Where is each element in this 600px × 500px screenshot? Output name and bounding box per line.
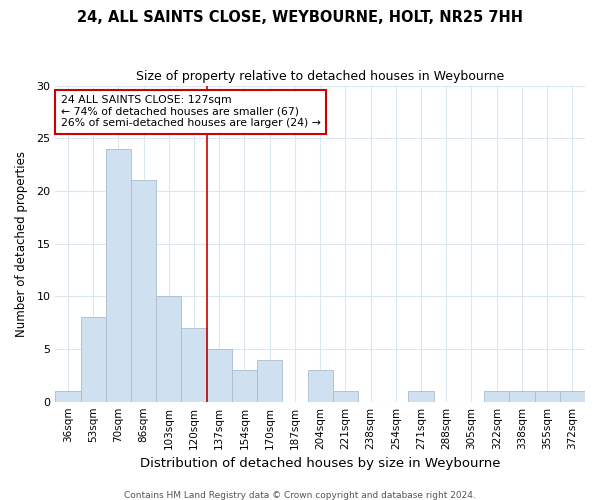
- Bar: [156, 296, 181, 402]
- Bar: [80, 318, 106, 402]
- Bar: [131, 180, 156, 402]
- Bar: [560, 391, 585, 402]
- Text: 24 ALL SAINTS CLOSE: 127sqm
← 74% of detached houses are smaller (67)
26% of sem: 24 ALL SAINTS CLOSE: 127sqm ← 74% of det…: [61, 95, 320, 128]
- Bar: [409, 391, 434, 402]
- Text: Contains HM Land Registry data © Crown copyright and database right 2024.: Contains HM Land Registry data © Crown c…: [124, 490, 476, 500]
- Bar: [206, 349, 232, 402]
- Bar: [55, 391, 80, 402]
- Bar: [106, 149, 131, 402]
- Bar: [257, 360, 283, 402]
- Y-axis label: Number of detached properties: Number of detached properties: [15, 150, 28, 336]
- Bar: [509, 391, 535, 402]
- X-axis label: Distribution of detached houses by size in Weybourne: Distribution of detached houses by size …: [140, 457, 500, 470]
- Bar: [535, 391, 560, 402]
- Bar: [333, 391, 358, 402]
- Bar: [232, 370, 257, 402]
- Bar: [484, 391, 509, 402]
- Title: Size of property relative to detached houses in Weybourne: Size of property relative to detached ho…: [136, 70, 504, 83]
- Text: 24, ALL SAINTS CLOSE, WEYBOURNE, HOLT, NR25 7HH: 24, ALL SAINTS CLOSE, WEYBOURNE, HOLT, N…: [77, 10, 523, 25]
- Bar: [308, 370, 333, 402]
- Bar: [181, 328, 206, 402]
